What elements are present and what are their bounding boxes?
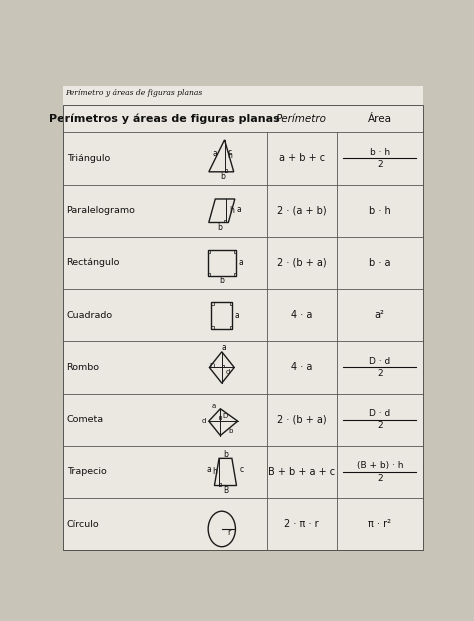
Bar <box>63 498 423 550</box>
Text: 4 · a: 4 · a <box>291 310 312 320</box>
Text: 2: 2 <box>377 422 383 430</box>
Bar <box>208 250 210 253</box>
Text: 2 · (a + b): 2 · (a + b) <box>277 206 327 215</box>
Bar <box>63 394 423 446</box>
Text: B + b + a + c: B + b + a + c <box>268 467 335 477</box>
Text: b · h: b · h <box>369 206 391 215</box>
Text: b: b <box>223 450 228 458</box>
Bar <box>63 237 423 289</box>
Text: Perímetros y áreas de figuras planas: Perímetros y áreas de figuras planas <box>49 113 280 124</box>
Text: b · h: b · h <box>370 148 390 156</box>
Bar <box>224 220 227 222</box>
Bar <box>219 483 221 486</box>
Text: Trapecio: Trapecio <box>66 468 106 476</box>
Bar <box>211 326 214 329</box>
Text: D · d: D · d <box>369 409 391 418</box>
Bar <box>63 184 423 237</box>
Text: Círculo: Círculo <box>66 520 99 528</box>
Text: a + b + c: a + b + c <box>279 153 325 163</box>
Bar <box>219 416 221 419</box>
Text: 4 · a: 4 · a <box>291 363 312 373</box>
Text: a: a <box>207 465 211 474</box>
Text: Paralelogramo: Paralelogramo <box>66 206 136 215</box>
Text: 2: 2 <box>377 474 383 483</box>
Text: (B + b) · h: (B + b) · h <box>356 461 403 470</box>
Text: Área: Área <box>368 114 392 124</box>
Text: Triángulo: Triángulo <box>66 154 110 163</box>
Text: h: h <box>212 468 217 476</box>
Bar <box>230 302 232 304</box>
Text: d: d <box>226 369 230 375</box>
Text: d: d <box>201 418 206 424</box>
Bar <box>63 132 423 184</box>
Bar <box>234 273 236 276</box>
Text: 2: 2 <box>377 369 383 378</box>
Text: Perímetro y áreas de figuras planas: Perímetro y áreas de figuras planas <box>65 89 202 97</box>
Bar <box>63 342 423 394</box>
Bar <box>222 365 224 368</box>
Text: Cuadrado: Cuadrado <box>66 310 113 320</box>
Text: Rombo: Rombo <box>66 363 100 372</box>
Text: π · r²: π · r² <box>368 519 391 529</box>
Text: D · d: D · d <box>369 356 391 366</box>
Text: b: b <box>228 428 233 434</box>
Text: a: a <box>237 205 242 214</box>
Text: c: c <box>228 148 232 158</box>
Text: a: a <box>238 258 243 268</box>
Text: a: a <box>212 149 217 158</box>
Text: a: a <box>235 310 239 320</box>
Text: Cometa: Cometa <box>66 415 104 424</box>
Bar <box>63 105 423 132</box>
Bar <box>230 326 232 329</box>
Text: 2 · (b + a): 2 · (b + a) <box>277 258 327 268</box>
Bar <box>208 273 210 276</box>
Text: h: h <box>227 152 232 160</box>
Bar <box>234 250 236 253</box>
Text: 2: 2 <box>377 160 383 169</box>
Text: c: c <box>240 465 244 474</box>
Text: b: b <box>219 276 224 285</box>
Text: b: b <box>221 171 226 181</box>
Text: r: r <box>227 528 230 537</box>
Text: a: a <box>211 404 216 409</box>
Text: a: a <box>222 343 227 352</box>
Bar <box>63 446 423 498</box>
Text: h: h <box>229 206 235 215</box>
Bar <box>63 289 423 342</box>
Text: Rectángulo: Rectángulo <box>66 258 120 268</box>
Text: a²: a² <box>375 310 385 320</box>
Bar <box>225 169 227 172</box>
Text: D: D <box>209 363 214 368</box>
Text: b: b <box>218 223 222 232</box>
Text: B: B <box>223 486 228 496</box>
Text: 2 · π · r: 2 · π · r <box>284 519 319 529</box>
Text: b · a: b · a <box>369 258 391 268</box>
Text: Perímetro: Perímetro <box>276 114 327 124</box>
Text: D: D <box>222 414 228 419</box>
Bar <box>211 302 214 304</box>
Text: 2 · (b + a): 2 · (b + a) <box>277 415 327 425</box>
